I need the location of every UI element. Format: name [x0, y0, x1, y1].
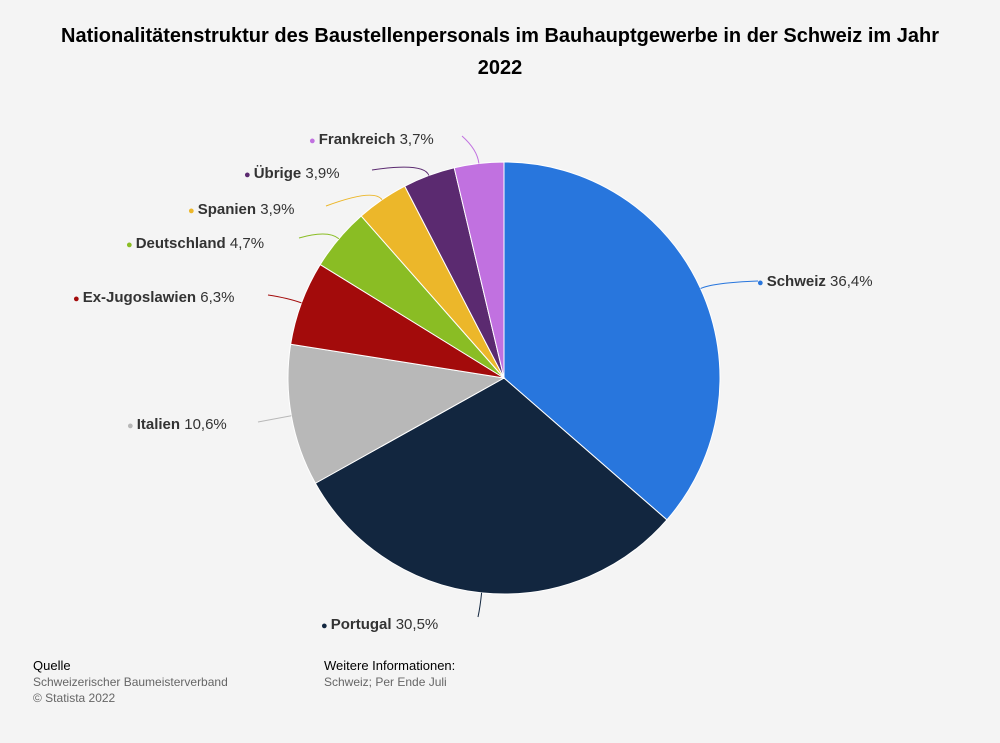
label-bullet: ●	[321, 620, 331, 632]
label-value: 3,9%	[256, 201, 294, 218]
label-name: Portugal	[331, 616, 392, 633]
label-bullet: ●	[126, 239, 136, 251]
info-heading: Weitere Informationen:	[324, 658, 456, 673]
connector-schweiz	[700, 280, 759, 289]
label-italien: ● Italien 10,6%	[127, 416, 227, 433]
slice-labels: ● Schweiz 36,4%● Portugal 30,5%● Italien…	[73, 131, 873, 633]
label-connectors	[257, 135, 759, 618]
label-bullet: ●	[309, 135, 319, 147]
connector-spanien	[325, 194, 383, 207]
label-value: 30,5%	[392, 616, 439, 633]
source-block: Quelle Schweizerischer Baumeisterverband…	[33, 658, 228, 706]
label-ex-jugoslawien: ● Ex-Jugoslawien 6,3%	[73, 289, 234, 306]
slice-frankreich[interactable]	[453, 161, 505, 379]
label-bullet: ●	[127, 420, 137, 432]
label-value: 6,3%	[196, 289, 234, 306]
label-value: 3,7%	[395, 131, 433, 148]
label-name: Schweiz	[767, 273, 826, 290]
slice-italien[interactable]	[287, 343, 506, 484]
label-portugal: ● Portugal 30,5%	[321, 616, 438, 633]
label-name: Ex-Jugoslawien	[83, 289, 196, 306]
label-bullet: ●	[73, 293, 83, 305]
label-bullet: ●	[244, 169, 254, 181]
slice-schweiz[interactable]	[503, 161, 721, 521]
label-bullet: ●	[757, 277, 767, 289]
label-name: Italien	[137, 416, 180, 433]
connector-italien	[257, 415, 292, 423]
info-text: Schweiz; Per Ende Juli	[324, 675, 447, 689]
label-name: Deutschland	[136, 235, 226, 252]
info-block: Weitere Informationen: Schweiz; Per Ende…	[324, 658, 455, 690]
label-value: 10,6%	[180, 416, 227, 433]
chart-title: Nationalitätenstruktur des Baustellenper…	[61, 25, 939, 79]
label-uebrige: ● Übrige 3,9%	[244, 165, 340, 182]
copyright[interactable]: © Statista 2022	[33, 691, 116, 705]
label-frankreich: ● Frankreich 3,7%	[309, 131, 434, 148]
pie-slices	[287, 161, 721, 595]
label-value: 3,9%	[301, 165, 339, 182]
label-value: 4,7%	[226, 235, 264, 252]
label-deutschland: ● Deutschland 4,7%	[126, 235, 264, 252]
label-name: Spanien	[198, 201, 256, 218]
pie-chart: ● Schweiz 36,4%● Portugal 30,5%● Italien…	[73, 131, 873, 633]
label-bullet: ●	[188, 205, 198, 217]
label-value: 36,4%	[826, 273, 873, 290]
connector-deutschland	[298, 233, 340, 240]
connector-portugal	[477, 592, 483, 618]
label-name: Übrige	[254, 165, 302, 182]
label-spanien: ● Spanien 3,9%	[188, 201, 294, 218]
label-name: Frankreich	[319, 131, 396, 148]
source-name[interactable]: Schweizerischer Baumeisterverband	[33, 675, 228, 689]
connector-ex-jugoslawien	[267, 294, 302, 304]
connector-frankreich	[461, 135, 480, 164]
source-heading: Quelle	[33, 658, 71, 673]
connector-uebrige	[371, 166, 430, 176]
label-schweiz: ● Schweiz 36,4%	[757, 273, 873, 290]
